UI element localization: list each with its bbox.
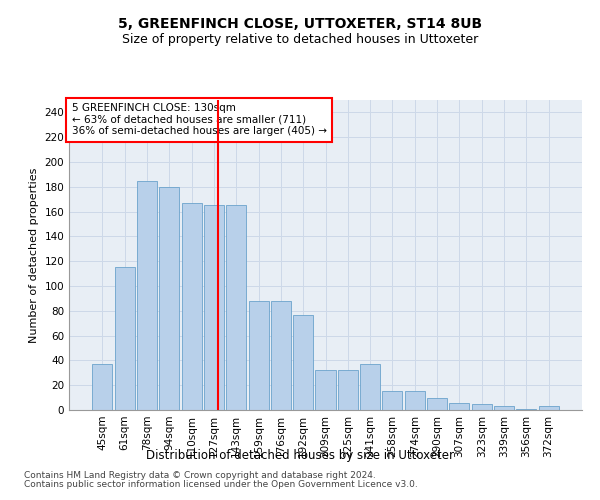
Bar (137, 180, 157, 410)
Bar (316, 370, 335, 410)
Text: Contains HM Land Registry data © Crown copyright and database right 2024.: Contains HM Land Registry data © Crown c… (24, 471, 376, 480)
Bar (338, 370, 358, 410)
Text: Size of property relative to detached houses in Uttoxeter: Size of property relative to detached ho… (122, 32, 478, 46)
Text: 5, GREENFINCH CLOSE, UTTOXETER, ST14 8UB: 5, GREENFINCH CLOSE, UTTOXETER, ST14 8UB (118, 18, 482, 32)
Bar (226, 206, 246, 410)
Text: Distribution of detached houses by size in Uttoxeter: Distribution of detached houses by size … (146, 448, 454, 462)
Bar (360, 364, 380, 410)
Bar (494, 406, 514, 410)
Y-axis label: Number of detached properties: Number of detached properties (29, 168, 39, 342)
Bar (449, 402, 469, 410)
Bar (293, 314, 313, 410)
Text: Contains public sector information licensed under the Open Government Licence v3: Contains public sector information licen… (24, 480, 418, 489)
Bar (271, 301, 291, 410)
Bar (115, 268, 135, 410)
Bar (539, 406, 559, 410)
Text: 5 GREENFINCH CLOSE: 130sqm
← 63% of detached houses are smaller (711)
36% of sem: 5 GREENFINCH CLOSE: 130sqm ← 63% of deta… (71, 103, 326, 136)
Bar (248, 301, 269, 410)
Bar (472, 404, 492, 410)
Bar (382, 392, 403, 410)
Bar (405, 392, 425, 410)
Bar (204, 206, 224, 410)
Bar (427, 398, 447, 410)
Bar (182, 203, 202, 410)
Bar (516, 409, 536, 410)
Bar (92, 364, 112, 410)
Bar (159, 187, 179, 410)
